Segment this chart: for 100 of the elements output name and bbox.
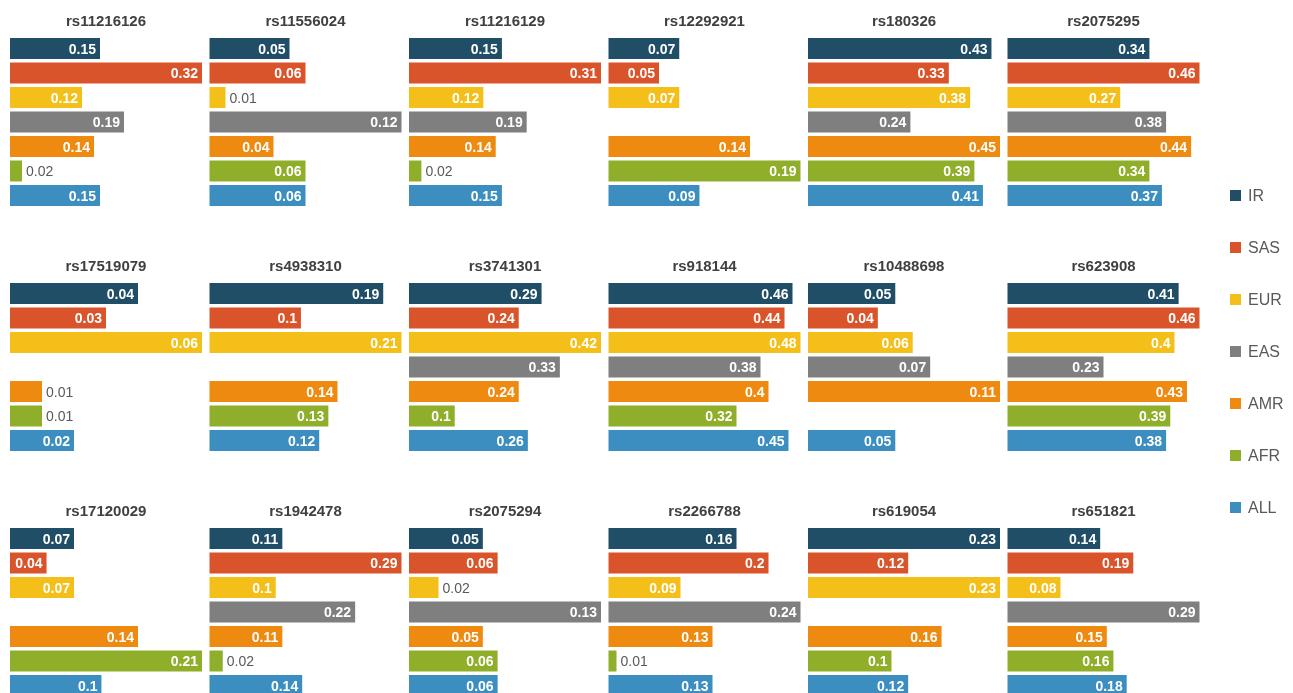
bar: [608, 356, 761, 378]
data-label: 0.06: [881, 334, 909, 351]
chart-title: rs918144: [672, 257, 738, 274]
bar: [209, 62, 306, 84]
data-label: 0.37: [1130, 187, 1159, 204]
data-label: 0.44: [753, 310, 781, 326]
bar: [608, 307, 785, 329]
bar: [608, 650, 617, 672]
data-label: 0.16: [910, 628, 938, 645]
bar: [808, 160, 975, 182]
chart-title: rs623908: [1071, 257, 1136, 274]
data-label: 0.38: [1134, 114, 1163, 130]
data-label: 0.26: [496, 432, 525, 449]
bar: [209, 577, 276, 598]
data-label: 0.48: [769, 334, 797, 351]
data-label: 0.05: [627, 65, 656, 81]
bar: [808, 87, 971, 108]
data-label: 0.05: [451, 628, 480, 645]
bar: [209, 650, 223, 672]
chart-title: rs2075294: [468, 502, 542, 519]
bar: [409, 62, 601, 84]
chart-title: rs180326: [871, 12, 937, 29]
bar: [808, 528, 1000, 549]
bar: [10, 283, 138, 304]
bar: [10, 38, 100, 59]
data-label: 0.1: [277, 310, 298, 326]
data-label: 0.02: [26, 163, 54, 179]
data-label: 0.4: [1150, 334, 1171, 351]
data-label: 0.12: [876, 677, 905, 693]
bar: [1007, 283, 1179, 304]
data-label: 0.46: [1168, 65, 1196, 81]
bar: [209, 111, 402, 133]
data-label: 0.33: [528, 359, 557, 375]
data-label: 0.1: [77, 677, 98, 693]
data-label: 0.19: [1102, 555, 1130, 571]
data-label: 0.29: [510, 285, 538, 302]
bar: [1007, 87, 1121, 108]
data-label: 0.32: [170, 65, 199, 81]
data-label: 0.24: [487, 310, 515, 326]
data-label: 0.06: [274, 163, 302, 179]
data-label: 0.38: [1134, 432, 1163, 449]
bar: [608, 430, 789, 451]
data-label: 0.03: [74, 310, 103, 326]
legend-label: AFR: [1248, 447, 1280, 464]
bar: [808, 62, 949, 84]
data-label: 0.05: [864, 432, 892, 449]
data-label: 0.06: [466, 555, 494, 571]
bar: [409, 160, 422, 182]
bar: [808, 675, 909, 693]
chart-title: rs2266788: [668, 502, 741, 519]
bar: [409, 307, 519, 329]
bar: [1007, 650, 1114, 672]
bar: [209, 307, 301, 329]
data-label: 0.12: [287, 432, 316, 449]
data-label: 0.34: [1118, 40, 1146, 57]
chart-title: rs651821: [1071, 502, 1136, 519]
bar: [1007, 552, 1134, 574]
bar: [808, 577, 1000, 598]
data-label: 0.38: [729, 359, 757, 375]
chart-title: rs12292921: [664, 12, 745, 29]
data-label: 0.15: [68, 187, 97, 204]
data-label: 0.11: [251, 530, 279, 547]
data-label: 0.13: [681, 628, 709, 645]
data-label: 0.12: [370, 114, 398, 130]
data-label: 0.1: [431, 408, 451, 424]
bar: [10, 185, 100, 206]
data-label: 0.15: [68, 40, 97, 57]
data-label: 0.01: [620, 653, 648, 669]
bar: [1007, 405, 1171, 427]
bar: [1007, 307, 1200, 329]
data-label: 0.07: [42, 579, 71, 596]
data-label: 0.39: [943, 163, 971, 179]
data-label: 0.05: [258, 40, 286, 57]
data-label: 0.4: [745, 383, 765, 400]
chart-title: rs3741301: [468, 257, 542, 274]
bar: [209, 332, 402, 353]
bar: [409, 552, 498, 574]
data-label: 0.19: [92, 114, 121, 130]
data-label: 0.12: [876, 555, 905, 571]
bar: [409, 332, 601, 353]
data-label: 0.14: [718, 138, 747, 155]
data-label: 0.07: [42, 530, 71, 547]
data-label: 0.44: [1159, 138, 1188, 155]
bar: [808, 38, 992, 59]
data-label: 0.42: [569, 334, 598, 351]
bar: [10, 405, 42, 427]
data-label: 0.24: [487, 383, 515, 400]
bar: [209, 160, 306, 182]
data-label: 0.39: [1139, 408, 1167, 424]
chart-title: rs11216129: [464, 12, 546, 29]
bar: [1007, 626, 1107, 647]
data-label: 0.02: [425, 163, 453, 179]
bar: [1007, 601, 1200, 623]
data-label: 0.15: [470, 187, 499, 204]
bar: [209, 430, 320, 451]
chart-title: rs2075295: [1067, 12, 1140, 29]
data-label: 0.13: [681, 677, 709, 693]
data-label: 0.24: [879, 114, 907, 130]
bar: [608, 528, 737, 549]
data-label: 0.02: [442, 579, 470, 596]
